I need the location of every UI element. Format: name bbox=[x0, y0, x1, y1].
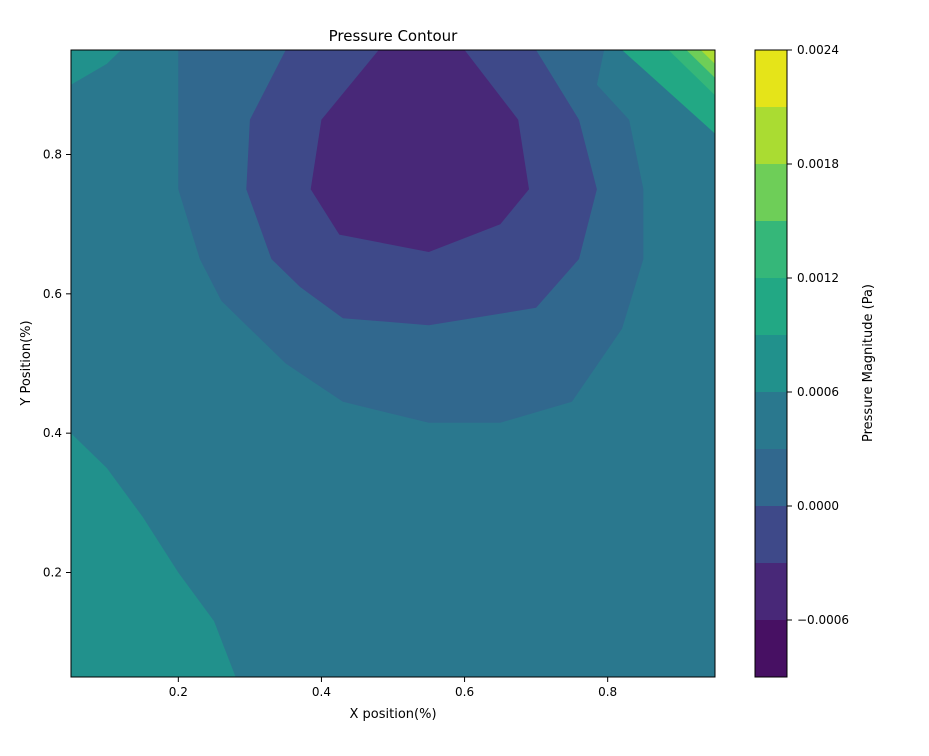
colorbar-segment bbox=[755, 107, 787, 164]
contour-region bbox=[71, 50, 122, 85]
y-tick-label: 0.6 bbox=[43, 287, 62, 301]
x-axis: 0.2 0.4 0.6 0.8 bbox=[169, 677, 617, 699]
contour-region bbox=[310, 50, 529, 252]
colorbar-tick-label: −0.0006 bbox=[797, 613, 849, 627]
y-tick-label: 0.8 bbox=[43, 148, 62, 162]
colorbar-segment bbox=[755, 221, 787, 278]
plot-frame bbox=[70, 49, 716, 678]
colorbar-segment bbox=[755, 392, 787, 449]
y-axis: 0.2 0.4 0.6 0.8 bbox=[43, 148, 71, 580]
colorbar-segment bbox=[755, 164, 787, 221]
contour-region bbox=[700, 50, 715, 64]
colorbar-segment bbox=[755, 449, 787, 506]
colorbar-segment bbox=[755, 335, 787, 392]
colorbar-segment bbox=[755, 278, 787, 335]
colorbar-tick-label: 0.0018 bbox=[797, 157, 839, 171]
contour-region bbox=[686, 50, 715, 78]
colorbar-tick-label: 0.0012 bbox=[797, 271, 839, 285]
x-tick-label: 0.4 bbox=[312, 685, 331, 699]
chart-title: Pressure Contour bbox=[329, 27, 459, 45]
colorbar-tick-label: 0.0006 bbox=[797, 385, 839, 399]
colorbar-segment bbox=[755, 563, 787, 620]
y-axis-label: Y Position(%) bbox=[19, 320, 34, 406]
colorbar-frame bbox=[754, 49, 788, 678]
contour-fill-area bbox=[71, 50, 715, 677]
y-tick-label: 0.4 bbox=[43, 426, 62, 440]
colorbar-segment bbox=[755, 620, 787, 677]
colorbar-tick-label: 0.0024 bbox=[797, 43, 839, 57]
colorbar-label: Pressure Magnitude (Pa) bbox=[861, 284, 876, 442]
x-tick-label: 0.8 bbox=[598, 685, 617, 699]
x-tick-label: 0.2 bbox=[169, 685, 188, 699]
x-axis-label: X position(%) bbox=[349, 707, 436, 722]
colorbar-segment bbox=[755, 50, 787, 107]
x-tick-label: 0.6 bbox=[455, 685, 474, 699]
colorbar-segment bbox=[755, 506, 787, 563]
colorbar: −0.0006 0.0000 0.0006 0.0012 0.0018 0.0024 bbox=[754, 43, 849, 678]
y-tick-label: 0.2 bbox=[43, 566, 62, 580]
colorbar-tick-label: 0.0000 bbox=[797, 499, 839, 513]
